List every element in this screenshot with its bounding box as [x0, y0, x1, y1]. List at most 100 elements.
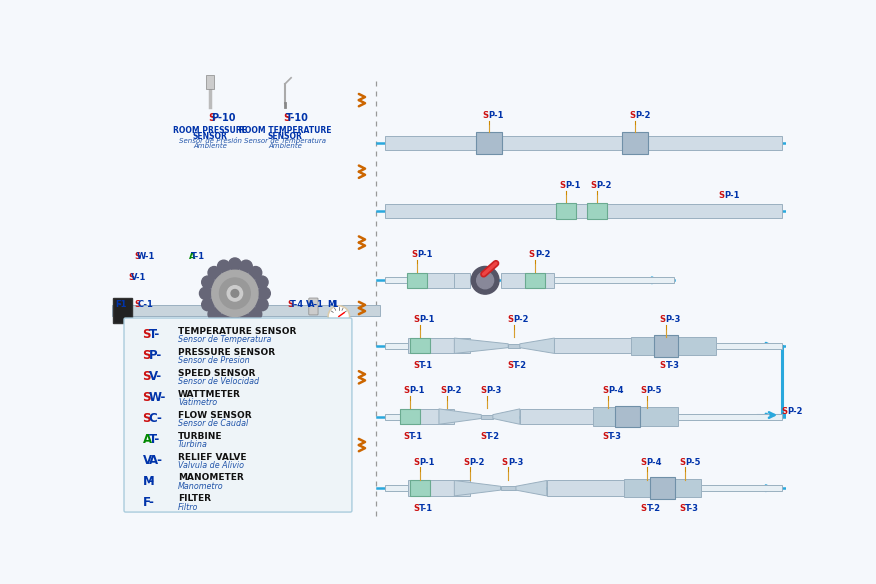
Text: Ambiente: Ambiente — [194, 143, 227, 150]
Text: P-1: P-1 — [409, 386, 425, 395]
Text: S: S — [629, 111, 635, 120]
Text: M: M — [328, 300, 336, 309]
Text: Valvula de Alivio: Valvula de Alivio — [178, 461, 244, 470]
Text: S: S — [403, 432, 409, 441]
Bar — [615, 406, 639, 427]
Circle shape — [256, 298, 268, 311]
Circle shape — [471, 266, 499, 294]
Circle shape — [204, 263, 265, 324]
Text: S: S — [781, 406, 788, 416]
Text: S: S — [480, 386, 486, 395]
Text: T-1: T-1 — [409, 432, 423, 441]
Text: S: S — [507, 361, 513, 370]
Text: P-2: P-2 — [788, 406, 803, 416]
Text: Turbina: Turbina — [178, 440, 208, 449]
Text: ROOM PRESSURE: ROOM PRESSURE — [173, 126, 247, 134]
Text: A-1: A-1 — [308, 300, 324, 309]
Text: T-2: T-2 — [486, 432, 500, 441]
Bar — [113, 298, 131, 322]
Bar — [555, 277, 674, 283]
Text: P-: P- — [149, 349, 162, 363]
Text: FILTER: FILTER — [178, 495, 211, 503]
Text: RELIEF VALVE: RELIEF VALVE — [178, 453, 246, 461]
Bar — [481, 415, 493, 419]
Circle shape — [229, 258, 241, 270]
Text: SENSOR: SENSOR — [267, 131, 302, 141]
Text: P-2: P-2 — [446, 386, 462, 395]
Bar — [701, 485, 781, 491]
Bar — [556, 203, 576, 220]
Circle shape — [229, 317, 241, 329]
Text: S: S — [560, 181, 566, 190]
Text: S: S — [529, 250, 535, 259]
Text: P-1: P-1 — [420, 315, 434, 324]
Text: S: S — [411, 250, 417, 259]
Text: P-1: P-1 — [417, 250, 433, 259]
Circle shape — [477, 272, 493, 288]
Bar — [112, 305, 379, 316]
Circle shape — [217, 260, 230, 273]
Circle shape — [256, 276, 268, 288]
Text: S: S — [679, 503, 685, 513]
Circle shape — [250, 266, 262, 279]
Text: -: - — [149, 475, 153, 488]
Bar — [207, 75, 214, 89]
Text: P-3: P-3 — [508, 458, 523, 467]
Text: SPEED SENSOR: SPEED SENSOR — [178, 369, 255, 378]
Text: V-: V- — [149, 370, 162, 384]
Text: S: S — [679, 458, 685, 467]
Text: P-10: P-10 — [211, 113, 236, 123]
Circle shape — [208, 308, 221, 320]
Text: S: S — [135, 300, 141, 309]
Circle shape — [208, 266, 221, 279]
Text: S: S — [413, 361, 420, 370]
Text: S: S — [507, 315, 513, 324]
Text: S: S — [143, 328, 151, 342]
Circle shape — [200, 287, 212, 300]
Text: V: V — [306, 300, 312, 309]
Text: S: S — [413, 503, 420, 513]
Bar — [385, 277, 408, 283]
Circle shape — [201, 298, 214, 311]
Text: S: S — [602, 386, 608, 395]
Text: WATTMETER: WATTMETER — [178, 390, 241, 398]
Bar — [650, 477, 675, 499]
Text: S: S — [463, 458, 470, 467]
Text: A-: A- — [149, 454, 163, 467]
Bar — [408, 338, 470, 353]
Text: T-3: T-3 — [685, 503, 699, 513]
Text: -1: -1 — [117, 300, 127, 309]
Text: T-2: T-2 — [513, 361, 527, 370]
Text: S: S — [640, 458, 646, 467]
Text: T-1: T-1 — [191, 252, 205, 261]
Bar — [385, 136, 781, 150]
Circle shape — [217, 314, 230, 326]
Bar — [455, 273, 470, 288]
Circle shape — [231, 290, 239, 297]
Circle shape — [240, 314, 252, 326]
Text: S: S — [143, 391, 151, 404]
Text: P-2: P-2 — [635, 111, 650, 120]
Text: S: S — [287, 300, 293, 309]
Polygon shape — [519, 338, 555, 353]
Text: T-: T- — [149, 433, 160, 446]
Text: Sensor de Caudal: Sensor de Caudal — [178, 419, 248, 428]
Text: P-2: P-2 — [535, 250, 550, 259]
Bar — [408, 273, 455, 288]
Circle shape — [258, 287, 271, 300]
Circle shape — [328, 305, 350, 327]
Bar — [622, 133, 648, 154]
Polygon shape — [455, 481, 500, 496]
Polygon shape — [493, 409, 519, 425]
Text: FLOW SENSOR: FLOW SENSOR — [178, 411, 251, 419]
Text: P-1: P-1 — [489, 111, 504, 120]
Text: C-: C- — [149, 412, 163, 425]
Text: A: A — [188, 252, 195, 261]
Polygon shape — [455, 338, 508, 353]
Text: TEMPERATURE SENSOR: TEMPERATURE SENSOR — [178, 326, 296, 336]
Text: W-: W- — [149, 391, 166, 404]
Text: M: M — [143, 475, 154, 488]
Text: S: S — [640, 503, 646, 513]
Text: Sensor de Presión: Sensor de Presión — [179, 138, 242, 144]
Bar — [624, 479, 701, 498]
